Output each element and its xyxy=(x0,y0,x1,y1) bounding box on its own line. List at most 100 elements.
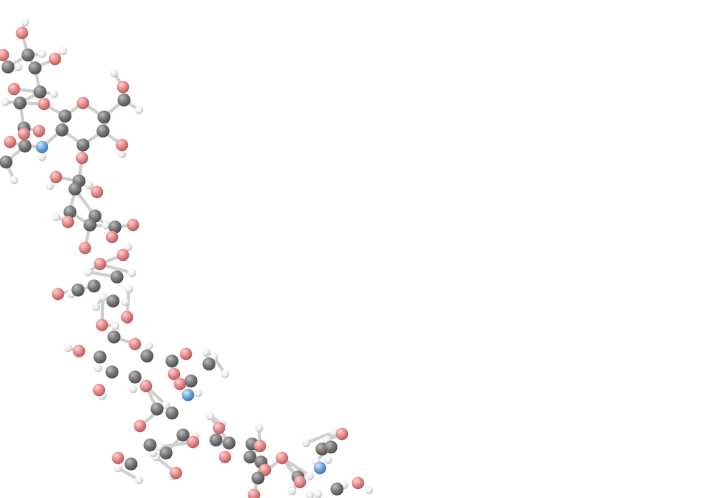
oxygen-atom xyxy=(17,127,31,141)
hydrogen-atom xyxy=(134,105,144,115)
oxygen-atom xyxy=(95,318,109,332)
oxygen-atom xyxy=(116,80,130,94)
oxygen-atom xyxy=(105,230,119,244)
oxygen-atom xyxy=(212,421,226,435)
hydrogen-atom xyxy=(120,297,130,307)
hydrogen-atom xyxy=(124,284,134,294)
hydrogen-atom xyxy=(144,341,154,351)
carbon-atom xyxy=(117,93,131,107)
nitrogen-atom xyxy=(313,461,327,475)
oxygen-atom xyxy=(49,170,63,184)
hydrogen-atom xyxy=(13,62,23,72)
hydrogen-atom xyxy=(128,384,138,394)
carbon-atom xyxy=(251,471,265,485)
oxygen-atom xyxy=(253,439,267,453)
carbon-atom xyxy=(159,446,173,460)
carbon-atom xyxy=(97,110,111,124)
oxygen-atom xyxy=(179,347,193,361)
oxygen-atom xyxy=(61,215,75,229)
oxygen-atom xyxy=(139,379,153,393)
carbon-atom xyxy=(33,85,47,99)
hydrogen-atom xyxy=(323,455,333,465)
hydrogen-atom xyxy=(109,68,119,78)
hydrogen-atom xyxy=(305,490,315,498)
hydrogen-atom xyxy=(123,242,133,252)
atoms-layer xyxy=(0,17,374,498)
oxygen-atom xyxy=(133,419,147,433)
oxygen-atom xyxy=(218,450,232,464)
carbon-atom xyxy=(21,48,35,62)
carbon-atom xyxy=(176,428,190,442)
oxygen-atom xyxy=(120,310,134,324)
carbon-atom xyxy=(124,457,138,471)
oxygen-atom xyxy=(186,435,200,449)
hydrogen-atom xyxy=(49,89,59,99)
carbon-atom xyxy=(1,60,15,74)
carbon-atom xyxy=(165,406,179,420)
hydrogen-atom xyxy=(161,400,171,410)
hydrogen-atom xyxy=(101,220,111,230)
carbon-atom xyxy=(76,138,90,152)
carbon-atom xyxy=(202,357,216,371)
oxygen-atom xyxy=(293,475,307,489)
carbon-atom xyxy=(150,402,164,416)
hydrogen-atom xyxy=(134,475,144,485)
carbon-atom xyxy=(143,438,157,452)
carbon-atom xyxy=(96,124,110,138)
hydrogen-atom xyxy=(93,363,103,373)
hydrogen-atom xyxy=(20,17,30,27)
oxygen-atom xyxy=(116,248,130,262)
carbon-atom xyxy=(140,349,154,363)
hydrogen-atom xyxy=(98,292,108,302)
carbon-atom xyxy=(330,482,344,496)
carbon-atom xyxy=(105,365,119,379)
hydrogen-atom xyxy=(0,97,10,107)
hydrogen-atom xyxy=(117,149,127,159)
hydrogen-atom xyxy=(113,463,123,473)
oxygen-atom xyxy=(92,383,106,397)
carbon-atom xyxy=(107,330,121,344)
carbon-atom xyxy=(58,109,72,123)
carbon-atom xyxy=(324,440,338,454)
carbon-atom xyxy=(243,450,257,464)
bond xyxy=(304,430,336,445)
carbon-atom xyxy=(28,61,42,75)
oxygen-atom xyxy=(75,151,89,165)
hydrogen-atom xyxy=(58,46,68,56)
carbon-atom xyxy=(184,374,198,388)
carbon-atom xyxy=(209,433,223,447)
oxygen-atom xyxy=(126,218,140,232)
oxygen-atom xyxy=(76,96,90,110)
carbon-atom xyxy=(71,283,85,297)
oxygen-atom xyxy=(167,367,181,381)
carbon-atom xyxy=(108,220,122,234)
hydrogen-atom xyxy=(83,267,93,277)
oxygen-atom xyxy=(72,344,86,358)
oxygen-atom xyxy=(7,82,21,96)
nitrogen-atom xyxy=(181,388,195,402)
carbon-atom xyxy=(55,123,69,137)
hydrogen-atom xyxy=(205,411,215,421)
hydrogen-atom xyxy=(51,212,61,222)
oxygen-atom xyxy=(48,52,62,66)
oxygen-atom xyxy=(128,337,142,351)
carbon-atom xyxy=(87,279,101,293)
oxygen-atom xyxy=(351,476,365,490)
carbon-atom xyxy=(83,218,97,232)
hydrogen-atom xyxy=(313,489,323,498)
oxygen-atom xyxy=(78,241,92,255)
carbon-atom xyxy=(18,139,32,153)
oxygen-atom xyxy=(115,138,129,152)
carbon-atom xyxy=(0,155,13,169)
hydrogen-atom xyxy=(37,49,47,59)
hydrogen-atom xyxy=(301,438,311,448)
oxygen-atom xyxy=(37,97,51,111)
oxygen-atom xyxy=(169,466,183,480)
oxygen-atom xyxy=(15,26,29,40)
nitrogen-atom xyxy=(35,140,49,154)
carbon-atom xyxy=(222,436,236,450)
carbon-atom xyxy=(13,96,27,110)
hydrogen-atom xyxy=(220,369,230,379)
